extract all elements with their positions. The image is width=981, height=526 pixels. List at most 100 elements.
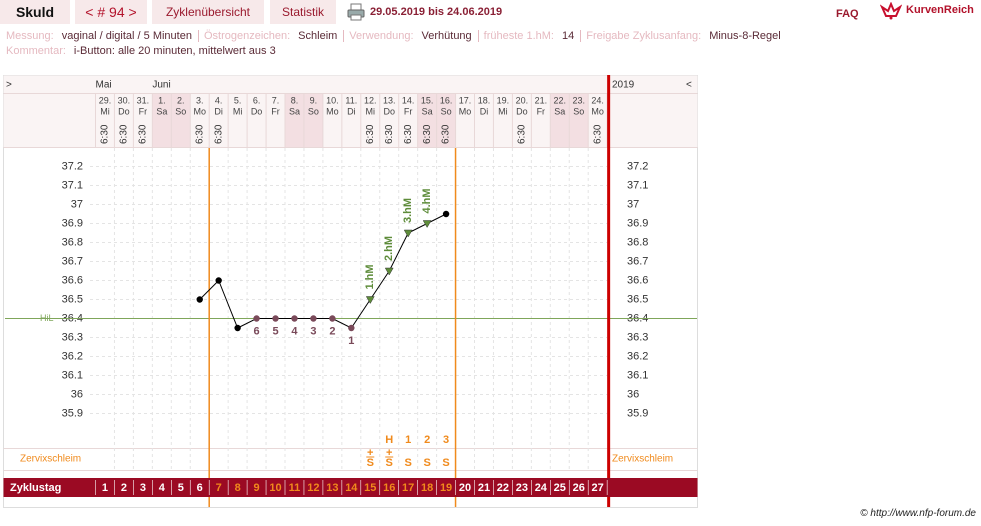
hm-label: 1.hM (364, 264, 376, 289)
weekday-label: Mi (498, 106, 508, 116)
y-tick-label: 35.9 (62, 407, 83, 419)
temperature-point (196, 296, 203, 303)
cycle-day: 2 (121, 482, 127, 494)
day-label: 7. (272, 95, 280, 105)
time-label: 6:30 (422, 124, 433, 144)
day-label: 2. (177, 95, 185, 105)
statistics-link[interactable]: Statistik (270, 0, 336, 24)
copyright: © http://www.nfp-forum.de (860, 508, 976, 519)
y-tick-label: 36.7 (62, 255, 83, 267)
comment-value: i-Button: alle 20 minuten, mittelwert au… (73, 45, 276, 57)
cycle-day: 16 (383, 482, 395, 494)
weekday-label: Di (214, 106, 223, 116)
cycle-day: 10 (269, 482, 281, 494)
cycle-day: 17 (402, 482, 414, 494)
cycle-day: 18 (421, 482, 433, 494)
weekday-label: Di (480, 106, 489, 116)
cycle-day: 5 (178, 482, 184, 494)
info-value: Verhütung (421, 30, 472, 42)
info-label: Östrogenzeichen: (203, 30, 291, 42)
peak-label: 2 (424, 434, 430, 446)
time-label: 6:30 (384, 124, 395, 144)
mucus-value: S (405, 457, 412, 469)
cycle-nav[interactable]: < # 94 > (75, 0, 147, 24)
y-tick-label: 36.3 (62, 331, 83, 343)
logo-text[interactable]: KurvenReich (906, 4, 974, 16)
y-tick-label: 36.1 (62, 369, 83, 381)
day-label: 20. (516, 95, 529, 105)
cycle-label: Zyklustag (10, 482, 61, 494)
day-label: 1. (158, 95, 166, 105)
y-tick-label-right: 36.3 (627, 331, 648, 343)
mucus-label-right: Zervixschleim (612, 454, 673, 465)
weekday-label: Do (251, 106, 263, 116)
day-label: 30. (118, 95, 131, 105)
hm-label: 2.hM (383, 236, 395, 261)
comment-label: Kommentar: (6, 45, 66, 57)
day-label: 19. (497, 95, 510, 105)
low-label: 6 (254, 325, 260, 337)
weekday-label: So (573, 106, 584, 116)
day-label: 9. (310, 95, 318, 105)
time-label: 6:30 (365, 124, 376, 144)
time-label: 6:30 (517, 124, 528, 144)
mucus-value: S (386, 457, 393, 469)
temperature-point (215, 277, 222, 284)
weekday-label: Mi (100, 106, 110, 116)
cycle-day: 25 (554, 482, 566, 494)
day-label: 10. (326, 95, 339, 105)
day-label: 31. (137, 95, 150, 105)
time-label: 6:30 (213, 124, 224, 144)
day-label: 14. (402, 95, 415, 105)
faq-link[interactable]: FAQ (836, 8, 859, 20)
cycle-day: 14 (345, 482, 358, 494)
info-label: Verwendung: (349, 30, 414, 42)
y-tick-label-right: 35.9 (627, 407, 648, 419)
info-label: früheste 1.hM: (483, 30, 554, 42)
y-tick-label-right: 37.2 (627, 160, 648, 172)
peak-label: 1 (405, 434, 411, 446)
info-value: Minus-8-Regel (709, 30, 781, 42)
temperature-line (199, 213, 447, 329)
y-tick-label-right: 36.6 (627, 274, 648, 286)
weekday-label: Mo (591, 106, 604, 116)
cycle-day: 3 (140, 482, 146, 494)
cycle-day: 27 (592, 482, 604, 494)
info-value: Schleim (298, 30, 338, 42)
mucus-value: S (442, 457, 449, 469)
weekday-label: Sa (554, 106, 565, 116)
cycle-day: 11 (289, 482, 301, 494)
cycle-day: 21 (478, 482, 490, 494)
overview-link[interactable]: Zyklenübersicht (152, 0, 264, 24)
day-label: 8. (291, 95, 299, 105)
weekday-label: Fr (537, 106, 546, 116)
low-point (329, 315, 336, 322)
y-tick-label: 37 (71, 198, 83, 210)
day-label: 12. (364, 95, 377, 105)
mucus-plus: + (386, 447, 392, 459)
y-tick-label-right: 36.2 (627, 350, 648, 362)
cycle-day: 13 (326, 482, 338, 494)
cycle-day: 9 (254, 482, 260, 494)
user-tab[interactable]: Skuld (0, 0, 70, 24)
weekend-shade (436, 93, 456, 148)
date-range: 29.05.2019 bis 24.06.2019 (370, 6, 503, 18)
y-tick-label-right: 37.1 (627, 179, 648, 191)
day-label: 23. (572, 95, 585, 105)
cycle-day: 24 (535, 482, 548, 494)
y-tick-label-right: 36.7 (627, 255, 648, 267)
nav-left: > (6, 80, 12, 91)
y-tick-label-right: 36 (627, 388, 639, 400)
mucus-value: S (423, 457, 430, 469)
day-label: 29. (99, 95, 112, 105)
low-label: 1 (348, 335, 354, 347)
weekday-label: Sa (289, 106, 300, 116)
comment-row: Kommentar: i-Button: alle 20 minuten, mit… (6, 45, 282, 57)
weekend-shade (171, 93, 191, 148)
day-label: 24. (591, 95, 604, 105)
weekend-shade (285, 93, 304, 148)
cycle-day: 12 (307, 482, 319, 494)
cycle-day: 1 (102, 482, 108, 494)
print-icon[interactable] (347, 3, 365, 21)
y-tick-label-right: 36.8 (627, 236, 648, 248)
